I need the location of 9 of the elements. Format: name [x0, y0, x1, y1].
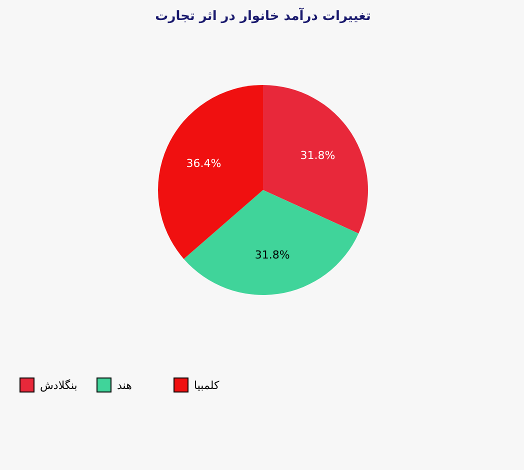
legend-label: هند — [117, 379, 132, 392]
legend-label: بنگلادش — [40, 379, 78, 392]
legend-label: کلمبیا — [194, 379, 220, 392]
pie-slice — [184, 190, 359, 295]
data-label: 36.4% — [186, 157, 222, 170]
data-label: 31.8% — [300, 148, 336, 162]
chart-title: تغییرات درآمد خانوار در اثر تجارت — [155, 7, 371, 24]
pie-slice — [263, 85, 368, 234]
data-label: 31.8% — [254, 248, 290, 262]
